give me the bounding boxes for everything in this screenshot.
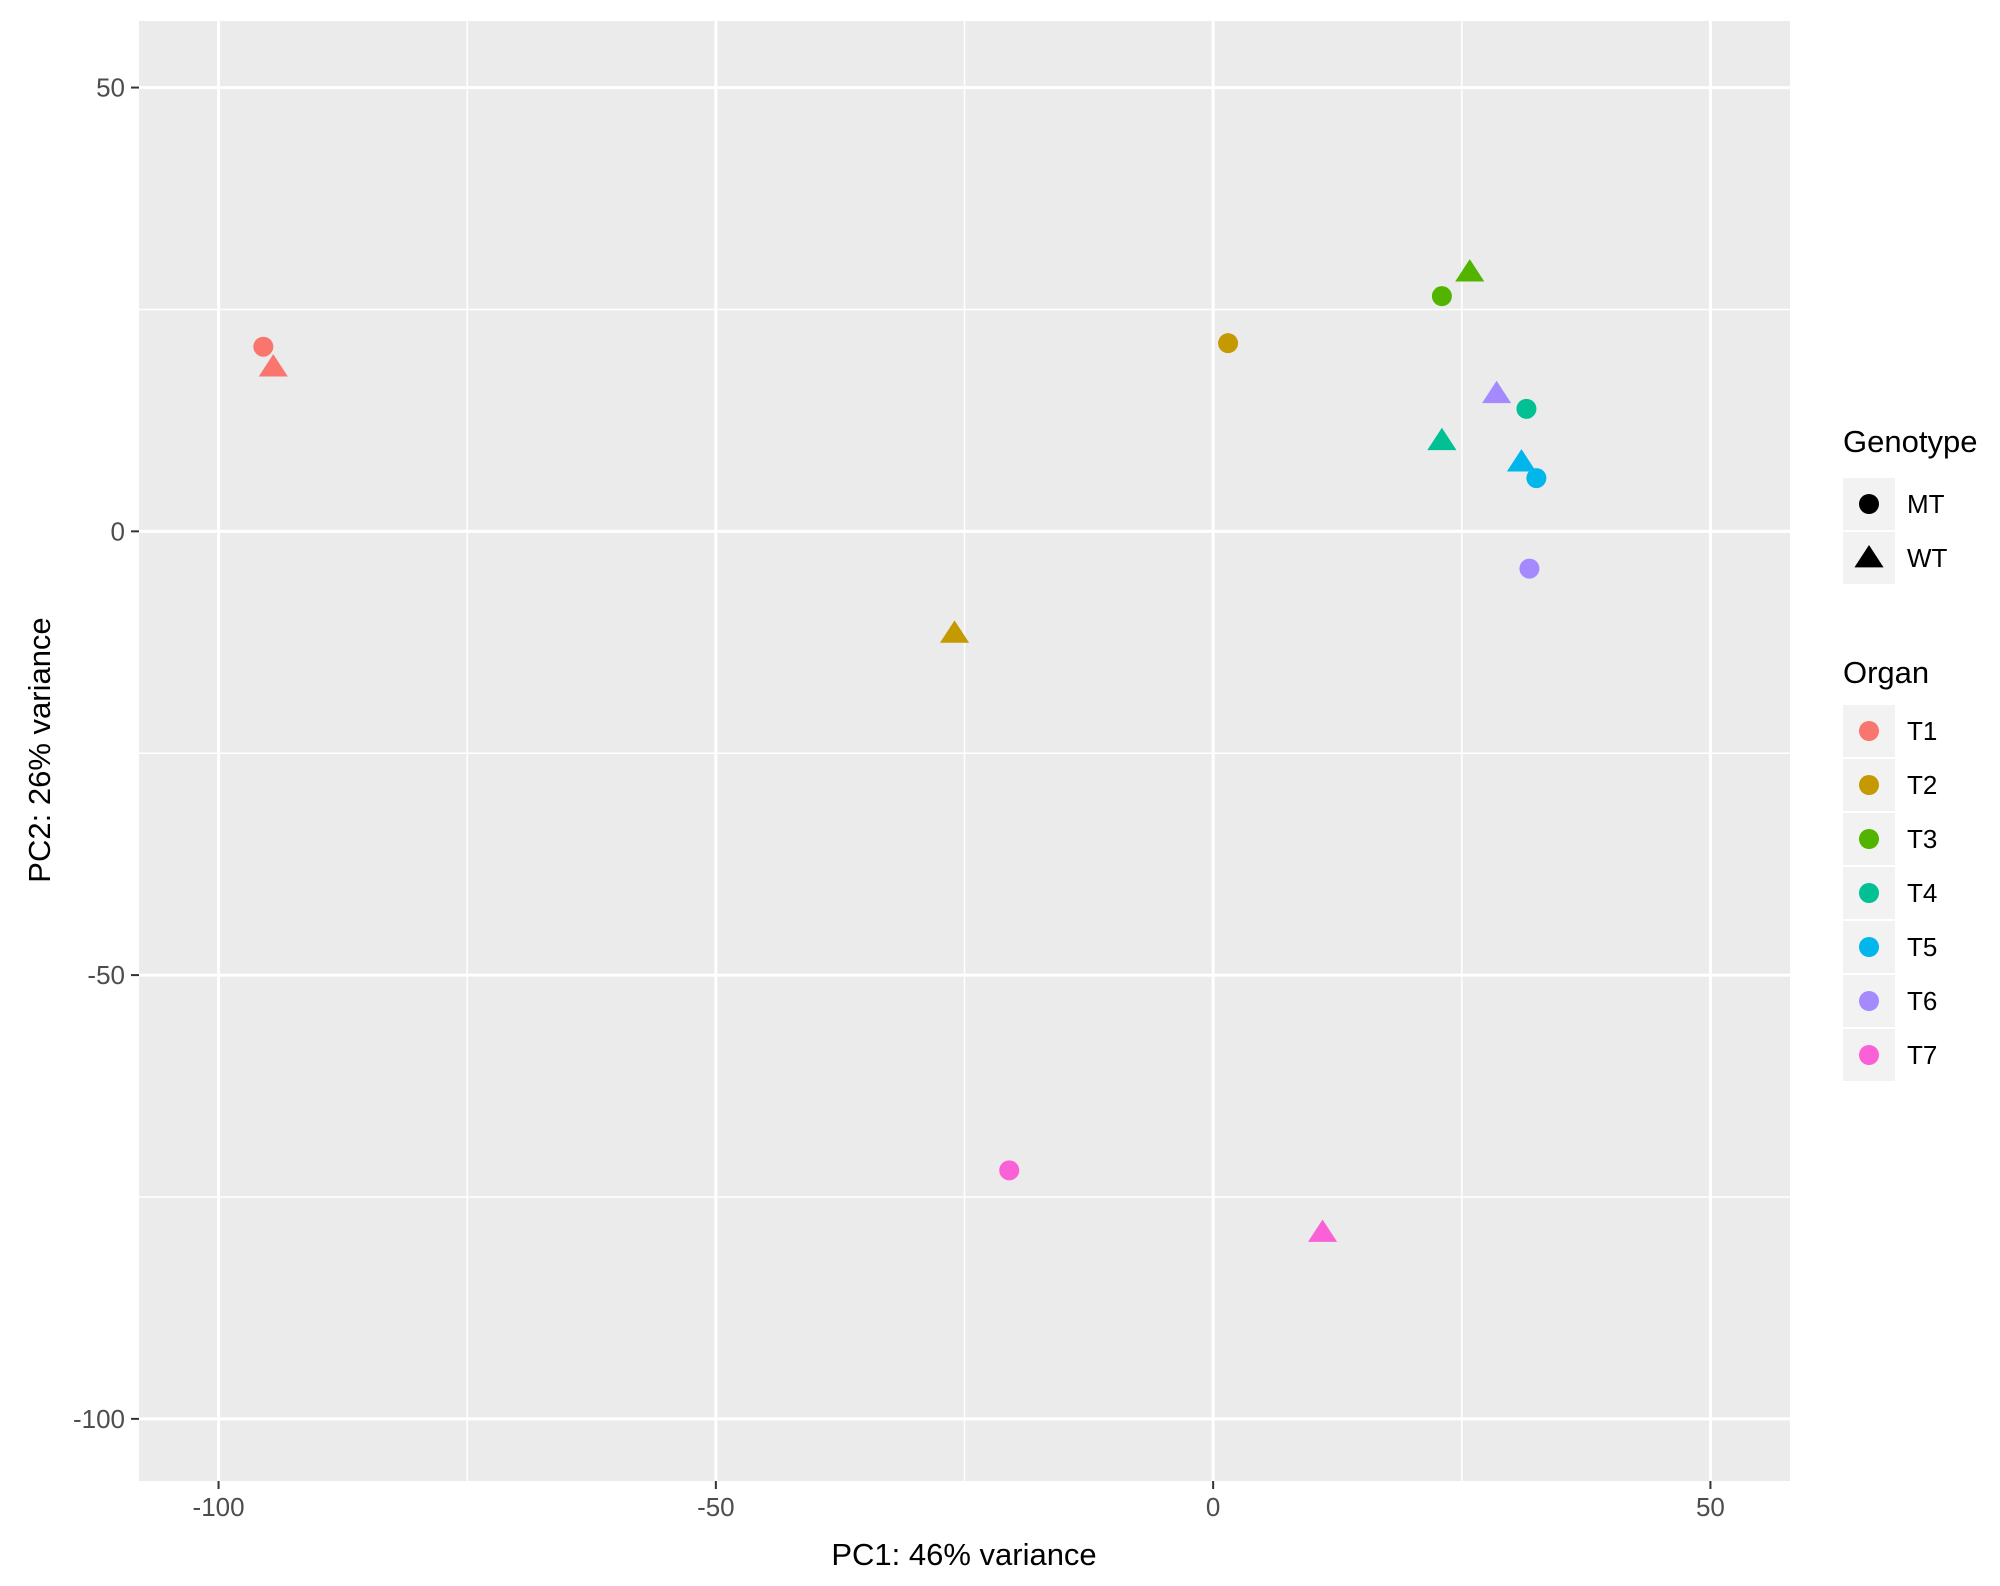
legend-label-t5: T5 bbox=[1907, 932, 1937, 962]
legend-circle-icon bbox=[1859, 494, 1879, 514]
legend-dot-icon bbox=[1859, 721, 1879, 741]
legend-dot-icon bbox=[1859, 883, 1879, 903]
organ-legend: Organ T1 T2 T3 T4 T5 T6 T7 bbox=[1843, 655, 1937, 1081]
x-tick-label: 0 bbox=[1206, 1492, 1220, 1522]
x-tick-label: -100 bbox=[193, 1492, 245, 1522]
legend-dot-icon bbox=[1859, 937, 1879, 957]
x-tick-label: 50 bbox=[1696, 1492, 1725, 1522]
point-t2-wt bbox=[939, 620, 970, 643]
legend-label-t3: T3 bbox=[1907, 824, 1937, 854]
point-t1-mt bbox=[253, 336, 274, 357]
genotype-legend: Genotype MT WT bbox=[1843, 424, 1977, 584]
legend-label-wt: WT bbox=[1907, 543, 1948, 573]
point-t4-wt bbox=[1427, 427, 1457, 451]
point-t4-mt bbox=[1516, 398, 1537, 419]
grid-lines bbox=[139, 21, 1790, 1481]
legend-triangle-icon bbox=[1854, 545, 1884, 568]
point-t3-mt bbox=[1431, 286, 1452, 307]
legend-label-t4: T4 bbox=[1907, 878, 1937, 908]
point-t6-wt bbox=[1482, 380, 1512, 404]
point-t6-mt bbox=[1519, 558, 1540, 579]
y-axis-title: PC2: 26% variance bbox=[22, 617, 57, 882]
axis-ticks: -100 -50 0 50 50 0 -50 -100 bbox=[73, 73, 1725, 1522]
legend-label-t2: T2 bbox=[1907, 770, 1937, 800]
y-tick-label: -100 bbox=[73, 1404, 125, 1434]
legend-label-t1: T1 bbox=[1907, 716, 1937, 746]
genotype-legend-title: Genotype bbox=[1843, 424, 1977, 459]
legend-label-t7: T7 bbox=[1907, 1040, 1937, 1070]
data-points bbox=[253, 259, 1547, 1242]
point-t7-wt bbox=[1307, 1219, 1338, 1242]
organ-legend-title: Organ bbox=[1843, 655, 1929, 690]
legend-dot-icon bbox=[1859, 829, 1879, 849]
point-t5-mt bbox=[1526, 468, 1547, 489]
y-tick-label: -50 bbox=[87, 960, 125, 990]
point-t5-wt bbox=[1506, 449, 1537, 472]
y-tick-label: 0 bbox=[111, 516, 125, 546]
x-axis-title: PC1: 46% variance bbox=[831, 1537, 1096, 1572]
point-t3-wt bbox=[1455, 259, 1485, 282]
point-t2-mt bbox=[1218, 333, 1239, 354]
legend-label-mt: MT bbox=[1907, 489, 1945, 519]
legend-label-t6: T6 bbox=[1907, 986, 1937, 1016]
x-tick-label: -50 bbox=[697, 1492, 735, 1522]
point-t7-mt bbox=[999, 1160, 1020, 1181]
legend-dot-icon bbox=[1859, 775, 1879, 795]
legend-dot-icon bbox=[1859, 1045, 1879, 1065]
legend-dot-icon bbox=[1859, 991, 1879, 1011]
point-t1-wt bbox=[258, 354, 288, 377]
y-tick-label: 50 bbox=[96, 73, 125, 103]
